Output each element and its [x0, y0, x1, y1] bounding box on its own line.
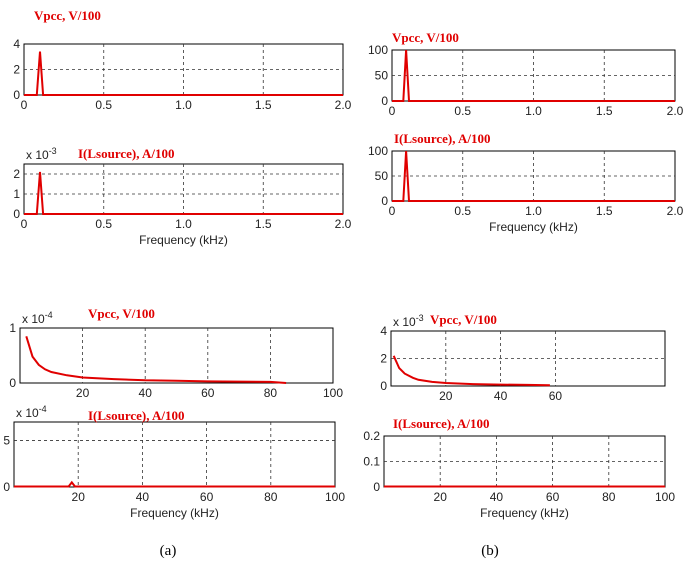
chart-title: Vpcc, V/100	[34, 8, 101, 23]
x-tick-label: 20	[76, 386, 90, 400]
y-tick-label: 0	[381, 194, 388, 208]
y-tick-label: 2	[13, 167, 20, 181]
x-tick-label: 60	[200, 490, 214, 504]
x-tick-label: 20	[72, 490, 86, 504]
x-tick-label: 60	[201, 386, 215, 400]
y-tick-label: 1	[13, 187, 20, 201]
x-tick-label: 1.0	[525, 104, 542, 118]
y-tick-label: 100	[368, 144, 388, 158]
y-tick-label: 1	[9, 321, 16, 335]
x-tick-label: 100	[325, 490, 345, 504]
x-tick-label: 0.5	[454, 204, 471, 218]
y-tick-label: 0	[13, 207, 20, 221]
x-tick-label: 40	[490, 490, 504, 504]
x-tick-label: 20	[434, 490, 448, 504]
y-tick-label: 4	[13, 37, 20, 51]
axis-exponent-label: x 10-4	[16, 404, 47, 420]
chart-panel-7: 20 40 60 0 2 4 x 10-3 Vpcc, V/100	[380, 312, 666, 403]
x-axis-label: Frequency (kHz)	[480, 506, 569, 520]
chart-panel-3: 0 0.5 1.0 1.5 2.0 0 50 100 Vpcc, V/100	[368, 30, 684, 118]
x-tick-label: 1.0	[525, 204, 542, 218]
x-tick-label: 80	[602, 490, 616, 504]
chart-panel-5: 20 40 60 80 100 0 1 x 10-4 Vpcc, V/100	[9, 306, 343, 400]
chart-panel-6: 20 40 60 80 100 0 5 x 10-4 I(Lsource), A/100 Freq…	[3, 404, 345, 520]
y-tick-label: 0	[381, 94, 388, 108]
x-tick-label: 0.5	[95, 217, 112, 231]
x-tick-label: 0	[21, 98, 28, 112]
caption-b: (b)	[481, 543, 499, 559]
y-tick-label: 0	[373, 480, 380, 494]
x-tick-label: 1.5	[255, 217, 272, 231]
chart-title: I(Lsource), A/100	[394, 131, 491, 146]
axis-exponent-label: x 10-4	[22, 310, 53, 326]
x-tick-label: 40	[139, 386, 153, 400]
x-tick-label: 0.5	[454, 104, 471, 118]
series-line-1	[24, 171, 343, 215]
chart-title: Vpcc, V/100	[88, 306, 155, 321]
x-tick-label: 1.5	[255, 98, 272, 112]
series-line-1	[392, 150, 675, 202]
x-tick-label: 2.0	[335, 217, 352, 231]
series-line-1	[14, 480, 335, 488]
x-tick-label: 1.5	[596, 204, 613, 218]
y-tick-label: 2	[13, 63, 20, 77]
x-tick-label: 0.5	[95, 98, 112, 112]
x-tick-label: 100	[323, 386, 343, 400]
series-line-1	[25, 336, 287, 384]
x-tick-label: 100	[655, 490, 675, 504]
chart-panel-1: 0 0.5 1.0 1.5 2.0 0 2 4 Vpcc, V/100	[13, 8, 351, 112]
y-tick-label: 0	[13, 88, 20, 102]
chart-panel-4: 0 0.5 1.0 1.5 2.0 0 50 100 I(Lsource), A/100 Freq…	[368, 131, 684, 234]
x-tick-label: 80	[264, 386, 278, 400]
y-tick-label: 50	[375, 69, 389, 83]
x-tick-label: 1.5	[596, 104, 613, 118]
x-tick-label: 1.0	[175, 98, 192, 112]
x-tick-label: 60	[546, 490, 560, 504]
y-tick-label: 4	[380, 324, 387, 338]
x-tick-label: 0	[21, 217, 28, 231]
x-tick-label: 40	[136, 490, 150, 504]
chart-title: I(Lsource), A/100	[393, 416, 490, 431]
x-tick-label: 80	[264, 490, 278, 504]
y-tick-label: 0	[3, 480, 10, 494]
y-tick-label: 0.2	[363, 429, 380, 443]
y-tick-label: 5	[3, 434, 10, 448]
y-tick-label: 0	[380, 379, 387, 393]
y-tick-label: 50	[375, 169, 389, 183]
chart-title: Vpcc, V/100	[392, 30, 459, 45]
chart-title: Vpcc, V/100	[430, 312, 497, 327]
x-tick-label: 2.0	[667, 204, 684, 218]
y-tick-label: 2	[380, 352, 387, 366]
x-tick-label: 20	[439, 389, 453, 403]
chart-title: I(Lsource), A/100	[88, 408, 185, 423]
x-tick-label: 2.0	[667, 104, 684, 118]
chart-panel-8: 20 40 60 80 100 0 0.1 0.2 I(Lsource), A/100 Frequ…	[363, 416, 675, 520]
y-tick-label: 0	[9, 376, 16, 390]
series-line-1	[392, 49, 675, 102]
series-line-1	[392, 355, 550, 387]
plot-frame	[13, 421, 336, 488]
chart-title: I(Lsource), A/100	[78, 146, 175, 161]
axis-exponent-label: x 10-3	[26, 146, 57, 162]
x-tick-label: 0	[389, 204, 396, 218]
x-axis-label: Frequency (kHz)	[130, 506, 219, 520]
x-tick-label: 40	[494, 389, 508, 403]
x-axis-label: Frequency (kHz)	[489, 220, 578, 234]
axis-exponent-label: x 10-3	[393, 313, 424, 329]
plot-frame	[390, 330, 666, 387]
y-tick-label: 100	[368, 43, 388, 57]
y-tick-label: 0.1	[363, 455, 380, 469]
plot-frame	[19, 327, 334, 384]
x-tick-label: 2.0	[335, 98, 352, 112]
x-axis-label: Frequency (kHz)	[139, 233, 228, 247]
x-tick-label: 1.0	[175, 217, 192, 231]
x-tick-label: 0	[389, 104, 396, 118]
series-line-1	[24, 51, 343, 96]
caption-a: (a)	[160, 543, 177, 559]
chart-panel-2: 0 0.5 1.0 1.5 2.0 0 1 2 x 10-3 I(Lsource), A/100 F…	[13, 146, 351, 247]
x-tick-label: 60	[549, 389, 563, 403]
